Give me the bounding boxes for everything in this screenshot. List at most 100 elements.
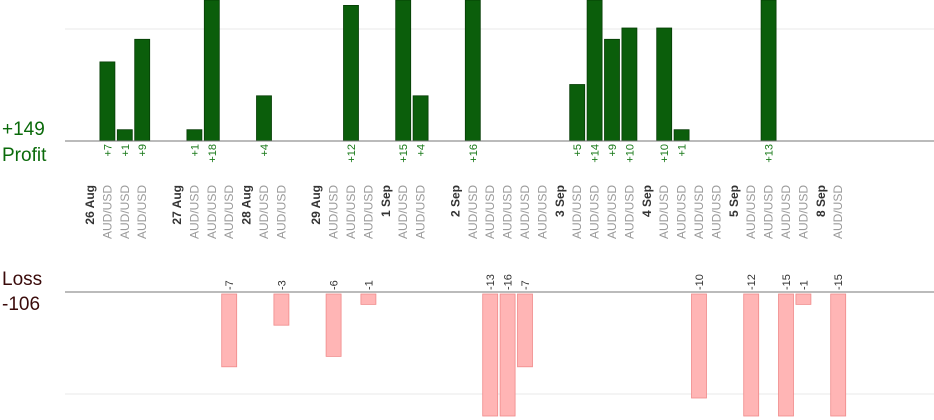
loss-value-label: -15 — [833, 274, 845, 290]
pair-label: AUD/USD — [518, 185, 532, 239]
date-label: 27 Aug — [170, 185, 184, 225]
profit-bar — [343, 5, 359, 142]
loss-value-label: -1 — [363, 280, 375, 290]
pair-label: AUD/USD — [483, 185, 497, 239]
profit-bar — [116, 129, 133, 142]
date-label: 29 Aug — [309, 185, 323, 225]
pair-label: AUD/USD — [762, 185, 776, 239]
profit-value-label: +10 — [659, 144, 671, 163]
profit-bar — [760, 0, 777, 142]
loss-bar — [830, 293, 847, 417]
pair-label: AUD/USD — [692, 185, 706, 239]
axis-labels: AUD/USD AUD/USD AUD/USD AUD/USD AUD/USD AUD/U… — [83, 185, 845, 239]
pair-label: AUD/USD — [344, 185, 358, 239]
profit-value-label: +1 — [120, 144, 132, 157]
pair-label: AUD/USD — [466, 185, 480, 239]
profit-value-label: +9 — [137, 144, 149, 157]
date-label: 1 Sep — [379, 185, 393, 217]
profit-value-label: +4 — [259, 144, 271, 157]
profit-bar — [673, 129, 690, 142]
date-label: 2 Sep — [448, 185, 462, 217]
pair-label: AUD/USD — [205, 185, 219, 239]
pair-label: AUD/USD — [100, 185, 114, 239]
pair-label: AUD/USD — [744, 185, 758, 239]
pair-label: AUD/USD — [396, 185, 410, 239]
loss-bar — [743, 293, 760, 417]
pair-label: AUD/USD — [709, 185, 723, 239]
pair-label: AUD/USD — [570, 185, 584, 239]
loss-bar — [360, 293, 377, 305]
loss-bar — [499, 293, 516, 417]
pair-label: AUD/USD — [605, 185, 619, 239]
loss-value-label: -16 — [503, 274, 515, 290]
profit-bar — [134, 38, 151, 142]
loss-value-label: -6 — [329, 280, 341, 290]
pair-label: AUD/USD — [414, 185, 428, 239]
loss-label: Loss — [2, 269, 43, 290]
profit-bar — [621, 27, 638, 142]
loss-total: -106 — [2, 294, 41, 315]
date-label: 28 Aug — [240, 185, 254, 225]
profit-value-label: +9 — [607, 144, 619, 157]
pair-label: AUD/USD — [588, 185, 602, 239]
pair-label: AUD/USD — [327, 185, 341, 239]
profit-value-label: +15 — [398, 144, 410, 163]
value-labels: +7 +1 +9 +1 +18 -7 +4 -3 -6 +12 -1 +15 +4 +16 -13 -16 -7… — [102, 144, 845, 290]
profit-bar — [395, 0, 412, 142]
profit-bar — [256, 95, 272, 142]
pair-label: AUD/USD — [675, 185, 689, 239]
loss-bar — [482, 293, 499, 417]
profit-bar — [203, 0, 220, 142]
profit-label: Profit — [2, 145, 47, 166]
profit-value-label: +12 — [346, 144, 358, 163]
loss-bar — [795, 293, 812, 305]
profit-value-label: +1 — [677, 144, 689, 157]
loss-bar — [221, 293, 238, 368]
profit-value-label: +1 — [189, 144, 201, 157]
profit-bar — [604, 38, 620, 142]
loss-bars — [221, 293, 847, 417]
profit-bar — [464, 0, 481, 142]
loss-value-label: -3 — [276, 280, 288, 290]
loss-value-label: -12 — [746, 274, 758, 290]
pair-label: AUD/USD — [657, 185, 671, 239]
profit-value-label: +14 — [590, 144, 602, 163]
pair-label: AUD/USD — [257, 185, 271, 239]
profit-value-label: +16 — [468, 144, 480, 163]
pair-label: AUD/USD — [135, 185, 149, 239]
pair-label: AUD/USD — [535, 185, 549, 239]
loss-value-label: -13 — [485, 274, 497, 290]
loss-bar — [273, 293, 290, 326]
pair-label: AUD/USD — [622, 185, 636, 239]
pair-label: AUD/USD — [831, 185, 845, 239]
pair-label: AUD/USD — [361, 185, 375, 239]
loss-value-label: -7 — [224, 280, 236, 290]
loss-value-label: -7 — [520, 280, 532, 290]
loss-value-label: -1 — [798, 280, 810, 290]
profit-bar — [586, 0, 603, 142]
date-label: 8 Sep — [814, 185, 828, 217]
profit-bar — [569, 84, 586, 142]
profit-bar — [656, 27, 673, 142]
profit-value-label: +7 — [102, 144, 114, 157]
loss-bar — [778, 293, 794, 417]
profit-bar — [186, 129, 203, 142]
loss-bar — [325, 293, 342, 357]
profit-value-label: +5 — [572, 144, 584, 157]
pair-label: AUD/USD — [222, 185, 236, 239]
profit-value-label: +13 — [764, 144, 776, 163]
profit-bar — [99, 61, 116, 142]
profit-total: +149 — [2, 119, 45, 140]
profit-value-label: +10 — [624, 144, 636, 163]
loss-bar — [691, 293, 707, 399]
pair-label: AUD/USD — [274, 185, 288, 239]
loss-value-label: -15 — [781, 274, 793, 290]
profit-bar — [412, 95, 429, 142]
profit-value-label: +4 — [416, 144, 428, 157]
profit-bars — [99, 0, 777, 142]
date-label: 5 Sep — [727, 185, 741, 217]
loss-value-label: -10 — [694, 274, 706, 290]
pair-label: AUD/USD — [779, 185, 793, 239]
date-label: 26 Aug — [83, 185, 97, 225]
